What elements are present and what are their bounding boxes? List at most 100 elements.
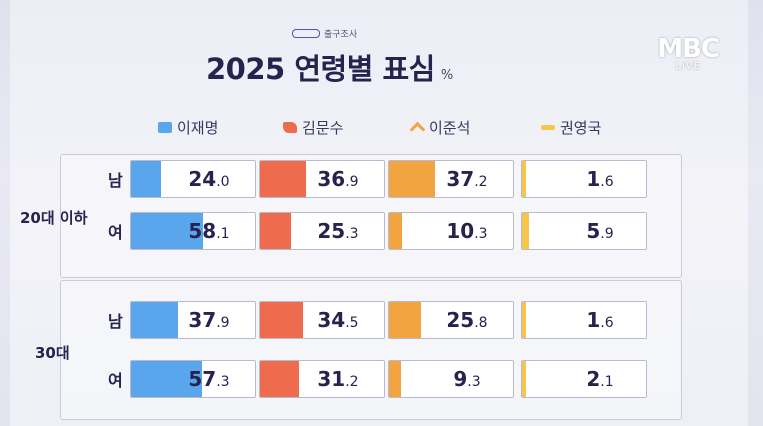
- chart-title: 2025 연령별 표심%: [206, 46, 453, 88]
- bar-fill: [389, 161, 436, 197]
- bar-fill: [131, 361, 203, 397]
- bar-cell: 25.3: [259, 212, 385, 250]
- bar-value-label: 37.9: [169, 302, 249, 338]
- bar-value-label: 31.2: [298, 361, 378, 397]
- exit-poll-logo: 출구조사: [292, 27, 357, 40]
- value-decimal: .2: [474, 174, 488, 190]
- bar-fill: [389, 213, 402, 249]
- bar-fill: [522, 302, 526, 338]
- value-decimal: .8: [474, 315, 488, 331]
- value-decimal: .3: [216, 374, 230, 390]
- title-year: 2025: [206, 52, 285, 86]
- value-integer: 34: [317, 308, 346, 332]
- bar-value-label: 5.9: [560, 213, 640, 249]
- legend-label-4: 권영국: [560, 119, 602, 137]
- logo-mark-icon: [292, 29, 320, 38]
- bar-cell: 2.1: [521, 360, 647, 398]
- value-decimal: .1: [600, 374, 614, 390]
- bar-cell: 24.0: [130, 160, 256, 198]
- bar-cell: 1.6: [521, 160, 647, 198]
- legend-item-4: 권영국: [541, 117, 601, 138]
- bar-cell: 58.1: [130, 212, 256, 250]
- value-decimal: .0: [216, 174, 230, 190]
- legend-swatch-2: [283, 122, 297, 133]
- value-integer: 1: [586, 167, 601, 191]
- legend-swatch-4: [541, 125, 555, 130]
- bar-fill: [131, 161, 161, 197]
- bar-fill: [389, 361, 401, 397]
- bar-value-label: 36.9: [298, 161, 378, 197]
- bar-cell: 1.6: [521, 301, 647, 339]
- bar-value-label: 58.1: [169, 213, 249, 249]
- bar-cell: 37.9: [130, 301, 256, 339]
- value-integer: 24: [188, 167, 217, 191]
- bar-value-label: 34.5: [298, 302, 378, 338]
- bar-value-label: 2.1: [560, 361, 640, 397]
- broadcaster-logo: MBC: [657, 34, 720, 64]
- bar-fill: [522, 361, 526, 397]
- legend-item-2: 김문수: [283, 117, 343, 138]
- legend-item-1: 이재명: [158, 117, 218, 138]
- value-decimal: .6: [600, 315, 614, 331]
- value-integer: 37: [446, 167, 475, 191]
- row-label: 여: [108, 371, 123, 390]
- value-integer: 9: [453, 367, 468, 391]
- value-decimal: .1: [216, 226, 230, 242]
- value-integer: 5: [586, 219, 601, 243]
- value-decimal: .6: [600, 174, 614, 190]
- bar-fill: [260, 213, 292, 249]
- value-integer: 2: [586, 367, 601, 391]
- bar-cell: 34.5: [259, 301, 385, 339]
- legend-chevron-icon: [410, 122, 424, 134]
- bar-cell: 5.9: [521, 212, 647, 250]
- title-unit: %: [440, 68, 453, 83]
- group-label-20s: 20대 이하: [20, 209, 88, 227]
- bar-value-label: 10.3: [427, 213, 507, 249]
- bar-fill: [522, 213, 530, 249]
- value-integer: 25: [317, 219, 346, 243]
- bar-fill: [131, 213, 204, 249]
- bar-value-label: 24.0: [169, 161, 249, 197]
- row-label: 여: [108, 223, 123, 242]
- legend-label-2: 김문수: [302, 119, 344, 137]
- bar-value-label: 25.8: [427, 302, 507, 338]
- bar-cell: 57.3: [130, 360, 256, 398]
- bar-fill: [260, 361, 299, 397]
- bar-fill: [389, 302, 421, 338]
- row-label: 남: [108, 171, 123, 190]
- bar-value-label: 1.6: [560, 161, 640, 197]
- value-decimal: .3: [345, 226, 359, 242]
- legend-swatch-1: [158, 122, 172, 133]
- value-decimal: .2: [345, 374, 359, 390]
- value-decimal: .5: [345, 315, 359, 331]
- value-decimal: .3: [474, 226, 488, 242]
- bar-cell: 25.8: [388, 301, 514, 339]
- value-integer: 31: [317, 367, 346, 391]
- bar-cell: 9.3: [388, 360, 514, 398]
- bar-value-label: 25.3: [298, 213, 378, 249]
- title-main: 연령별 표심: [294, 52, 435, 86]
- group-label-30s: 30대: [35, 344, 70, 362]
- legend-label-1: 이재명: [177, 119, 219, 137]
- bar-fill: [522, 161, 526, 197]
- value-integer: 58: [188, 219, 217, 243]
- value-integer: 25: [446, 308, 475, 332]
- value-decimal: .3: [467, 374, 481, 390]
- bar-cell: 37.2: [388, 160, 514, 198]
- legend-label-3: 이준석: [429, 119, 471, 137]
- value-integer: 36: [317, 167, 346, 191]
- live-badge: LIVE: [675, 61, 701, 72]
- legend-item-3: 이준석: [410, 117, 470, 138]
- logo-text: 출구조사: [324, 30, 358, 40]
- bar-fill: [260, 161, 306, 197]
- value-decimal: .9: [600, 226, 614, 242]
- bar-value-label: 9.3: [427, 361, 507, 397]
- bar-fill: [260, 302, 303, 338]
- bar-cell: 10.3: [388, 212, 514, 250]
- value-integer: 57: [188, 367, 217, 391]
- row-label: 남: [108, 312, 123, 331]
- bar-value-label: 1.6: [560, 302, 640, 338]
- value-integer: 37: [188, 308, 217, 332]
- bar-cell: 36.9: [259, 160, 385, 198]
- bar-fill: [131, 302, 178, 338]
